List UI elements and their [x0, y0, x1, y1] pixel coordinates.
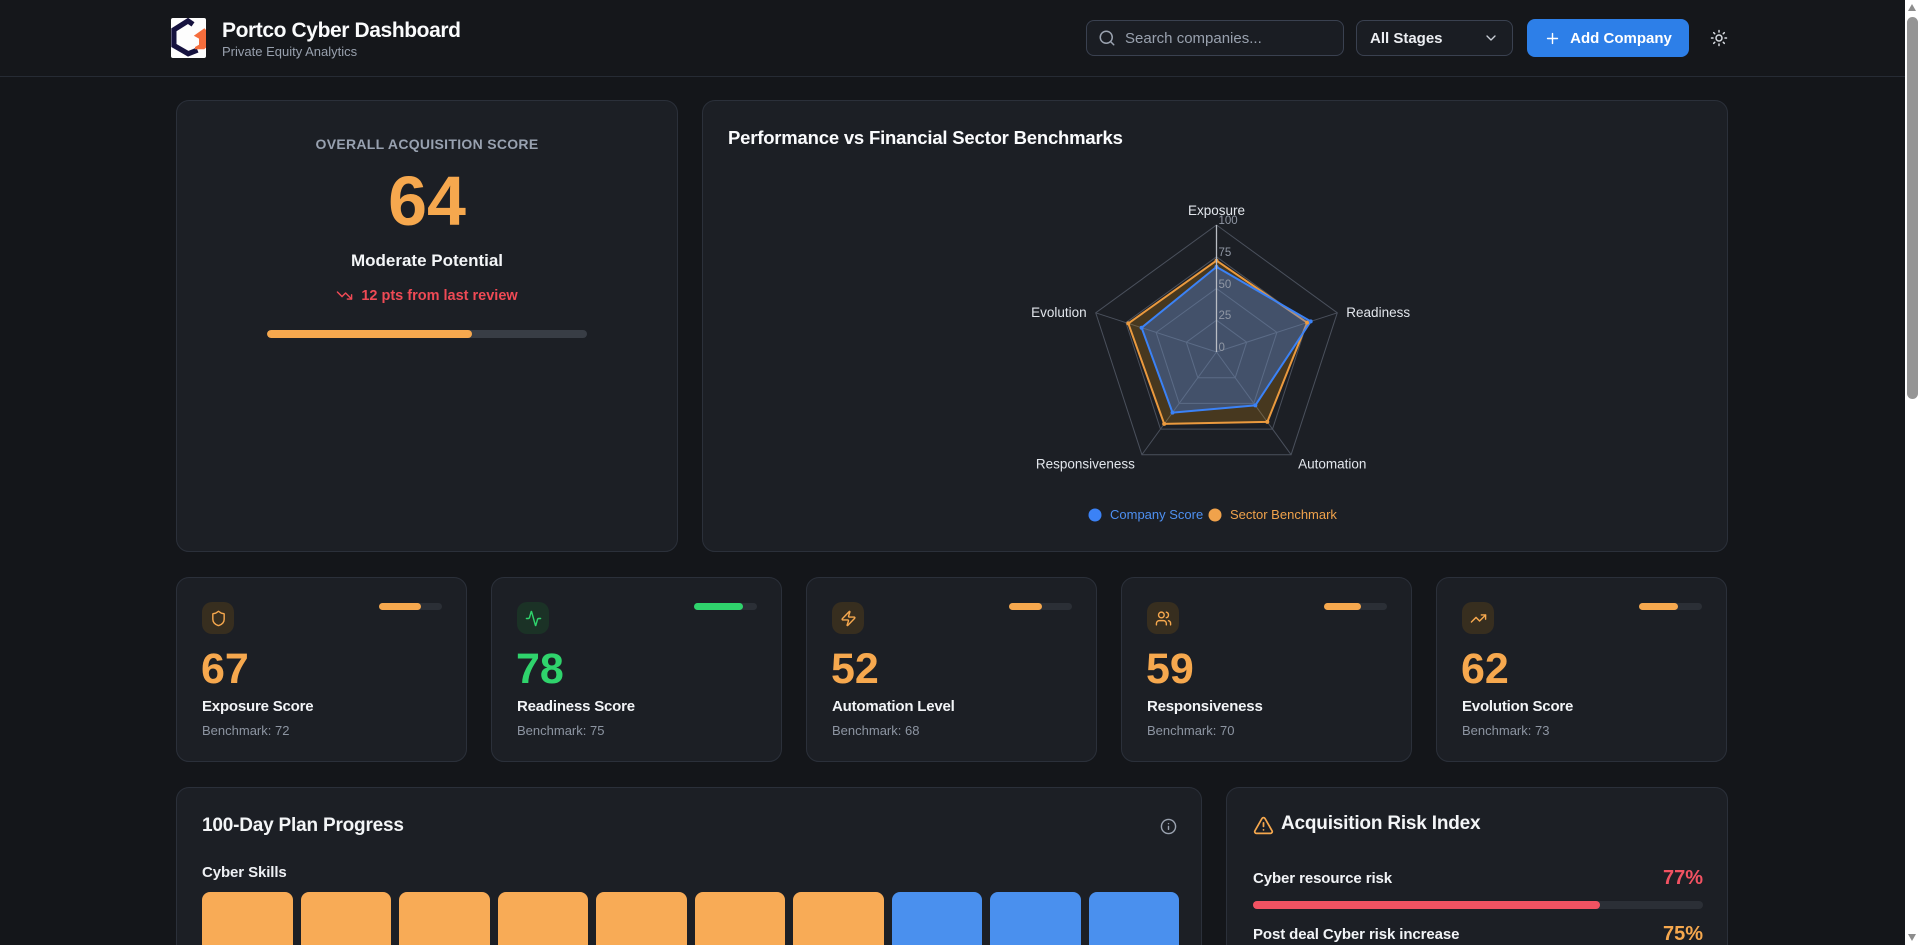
svg-text:75: 75: [1219, 247, 1232, 259]
svg-text:50: 50: [1219, 279, 1232, 291]
svg-text:100: 100: [1219, 215, 1238, 227]
svg-text:Automation: Automation: [1298, 457, 1366, 472]
svg-text:Evolution: Evolution: [1031, 305, 1087, 320]
svg-text:Exposure: Exposure: [1188, 203, 1245, 218]
svg-text:25: 25: [1219, 310, 1232, 322]
svg-text:Company Score: Company Score: [1110, 507, 1203, 522]
svg-text:0: 0: [1219, 342, 1225, 354]
svg-text:Readiness: Readiness: [1346, 305, 1410, 320]
svg-text:Responsiveness: Responsiveness: [1036, 457, 1135, 472]
svg-text:Sector Benchmark: Sector Benchmark: [1230, 507, 1337, 522]
